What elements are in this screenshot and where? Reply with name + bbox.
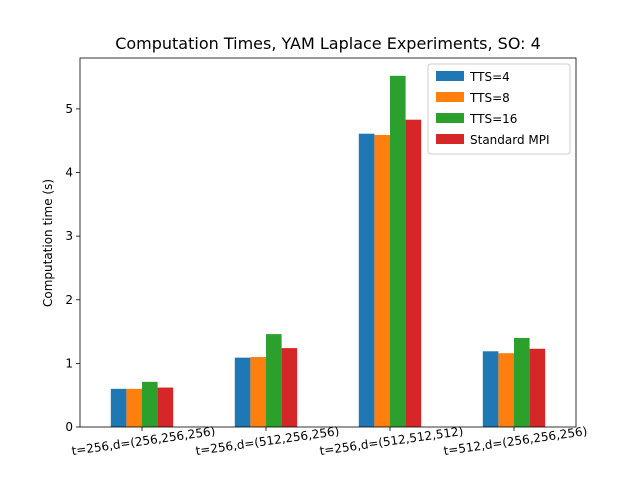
y-axis: 0 1 2 3 4 5 — [65, 102, 80, 434]
bar-standard-mpi-1 — [157, 387, 174, 427]
legend-label: TTS=4 — [469, 70, 510, 84]
bar-standard-mpi-4 — [529, 348, 546, 427]
plot-frame — [79, 57, 577, 428]
bar-tts-16-1 — [142, 381, 158, 427]
bar-standard-mpi-2 — [281, 348, 298, 427]
bar-tts-8-2 — [250, 357, 266, 427]
bar-tts-4-1 — [110, 388, 127, 427]
legend: TTS=4 TTS=8 TTS=16 Standard MPI — [427, 63, 571, 155]
legend-label: TTS=16 — [469, 112, 517, 126]
legend-label: TTS=8 — [469, 91, 510, 105]
legend-label: Standard MPI — [470, 133, 550, 147]
bar-tts-16-2 — [266, 334, 282, 427]
bar-tts-4-2 — [234, 357, 251, 427]
x-tick-label: t=256,d=(512,512,512) — [319, 424, 464, 458]
chart-title: Computation Times, YAM Laplace Experimen… — [115, 34, 541, 53]
bar-tts-16-3 — [390, 75, 406, 427]
x-tick-label: t=256,d=(512,256,256) — [195, 424, 340, 458]
x-axis: t=256,d=(256,256,256)t=256,d=(512,256,25… — [71, 424, 588, 458]
bar-tts-4-4 — [482, 351, 499, 427]
y-axis-label: Computation time (s) — [41, 179, 55, 307]
y-tick-label: 0 — [65, 420, 73, 434]
bar-tts-8-1 — [126, 388, 142, 427]
x-tick-label: t=512,d=(256,256,256) — [443, 424, 588, 458]
y-tick-label: 4 — [65, 166, 73, 180]
bar-tts-8-3 — [374, 134, 390, 428]
bar-standard-mpi-3 — [405, 119, 422, 428]
bar-tts-8-4 — [498, 353, 514, 427]
legend-swatch — [436, 71, 464, 81]
bar-tts-4-3 — [358, 133, 375, 427]
y-tick-label: 3 — [65, 229, 73, 243]
bars-group — [110, 75, 546, 428]
y-tick-label: 2 — [65, 293, 73, 307]
bar-tts-16-4 — [514, 337, 530, 427]
y-tick-label: 1 — [65, 356, 73, 370]
legend-swatch — [436, 134, 464, 144]
y-tick-label: 5 — [65, 102, 73, 116]
legend-swatch — [436, 113, 464, 123]
legend-swatch — [436, 92, 464, 102]
x-tick-label: t=256,d=(256,256,256) — [71, 424, 216, 458]
legend-box — [427, 63, 571, 155]
